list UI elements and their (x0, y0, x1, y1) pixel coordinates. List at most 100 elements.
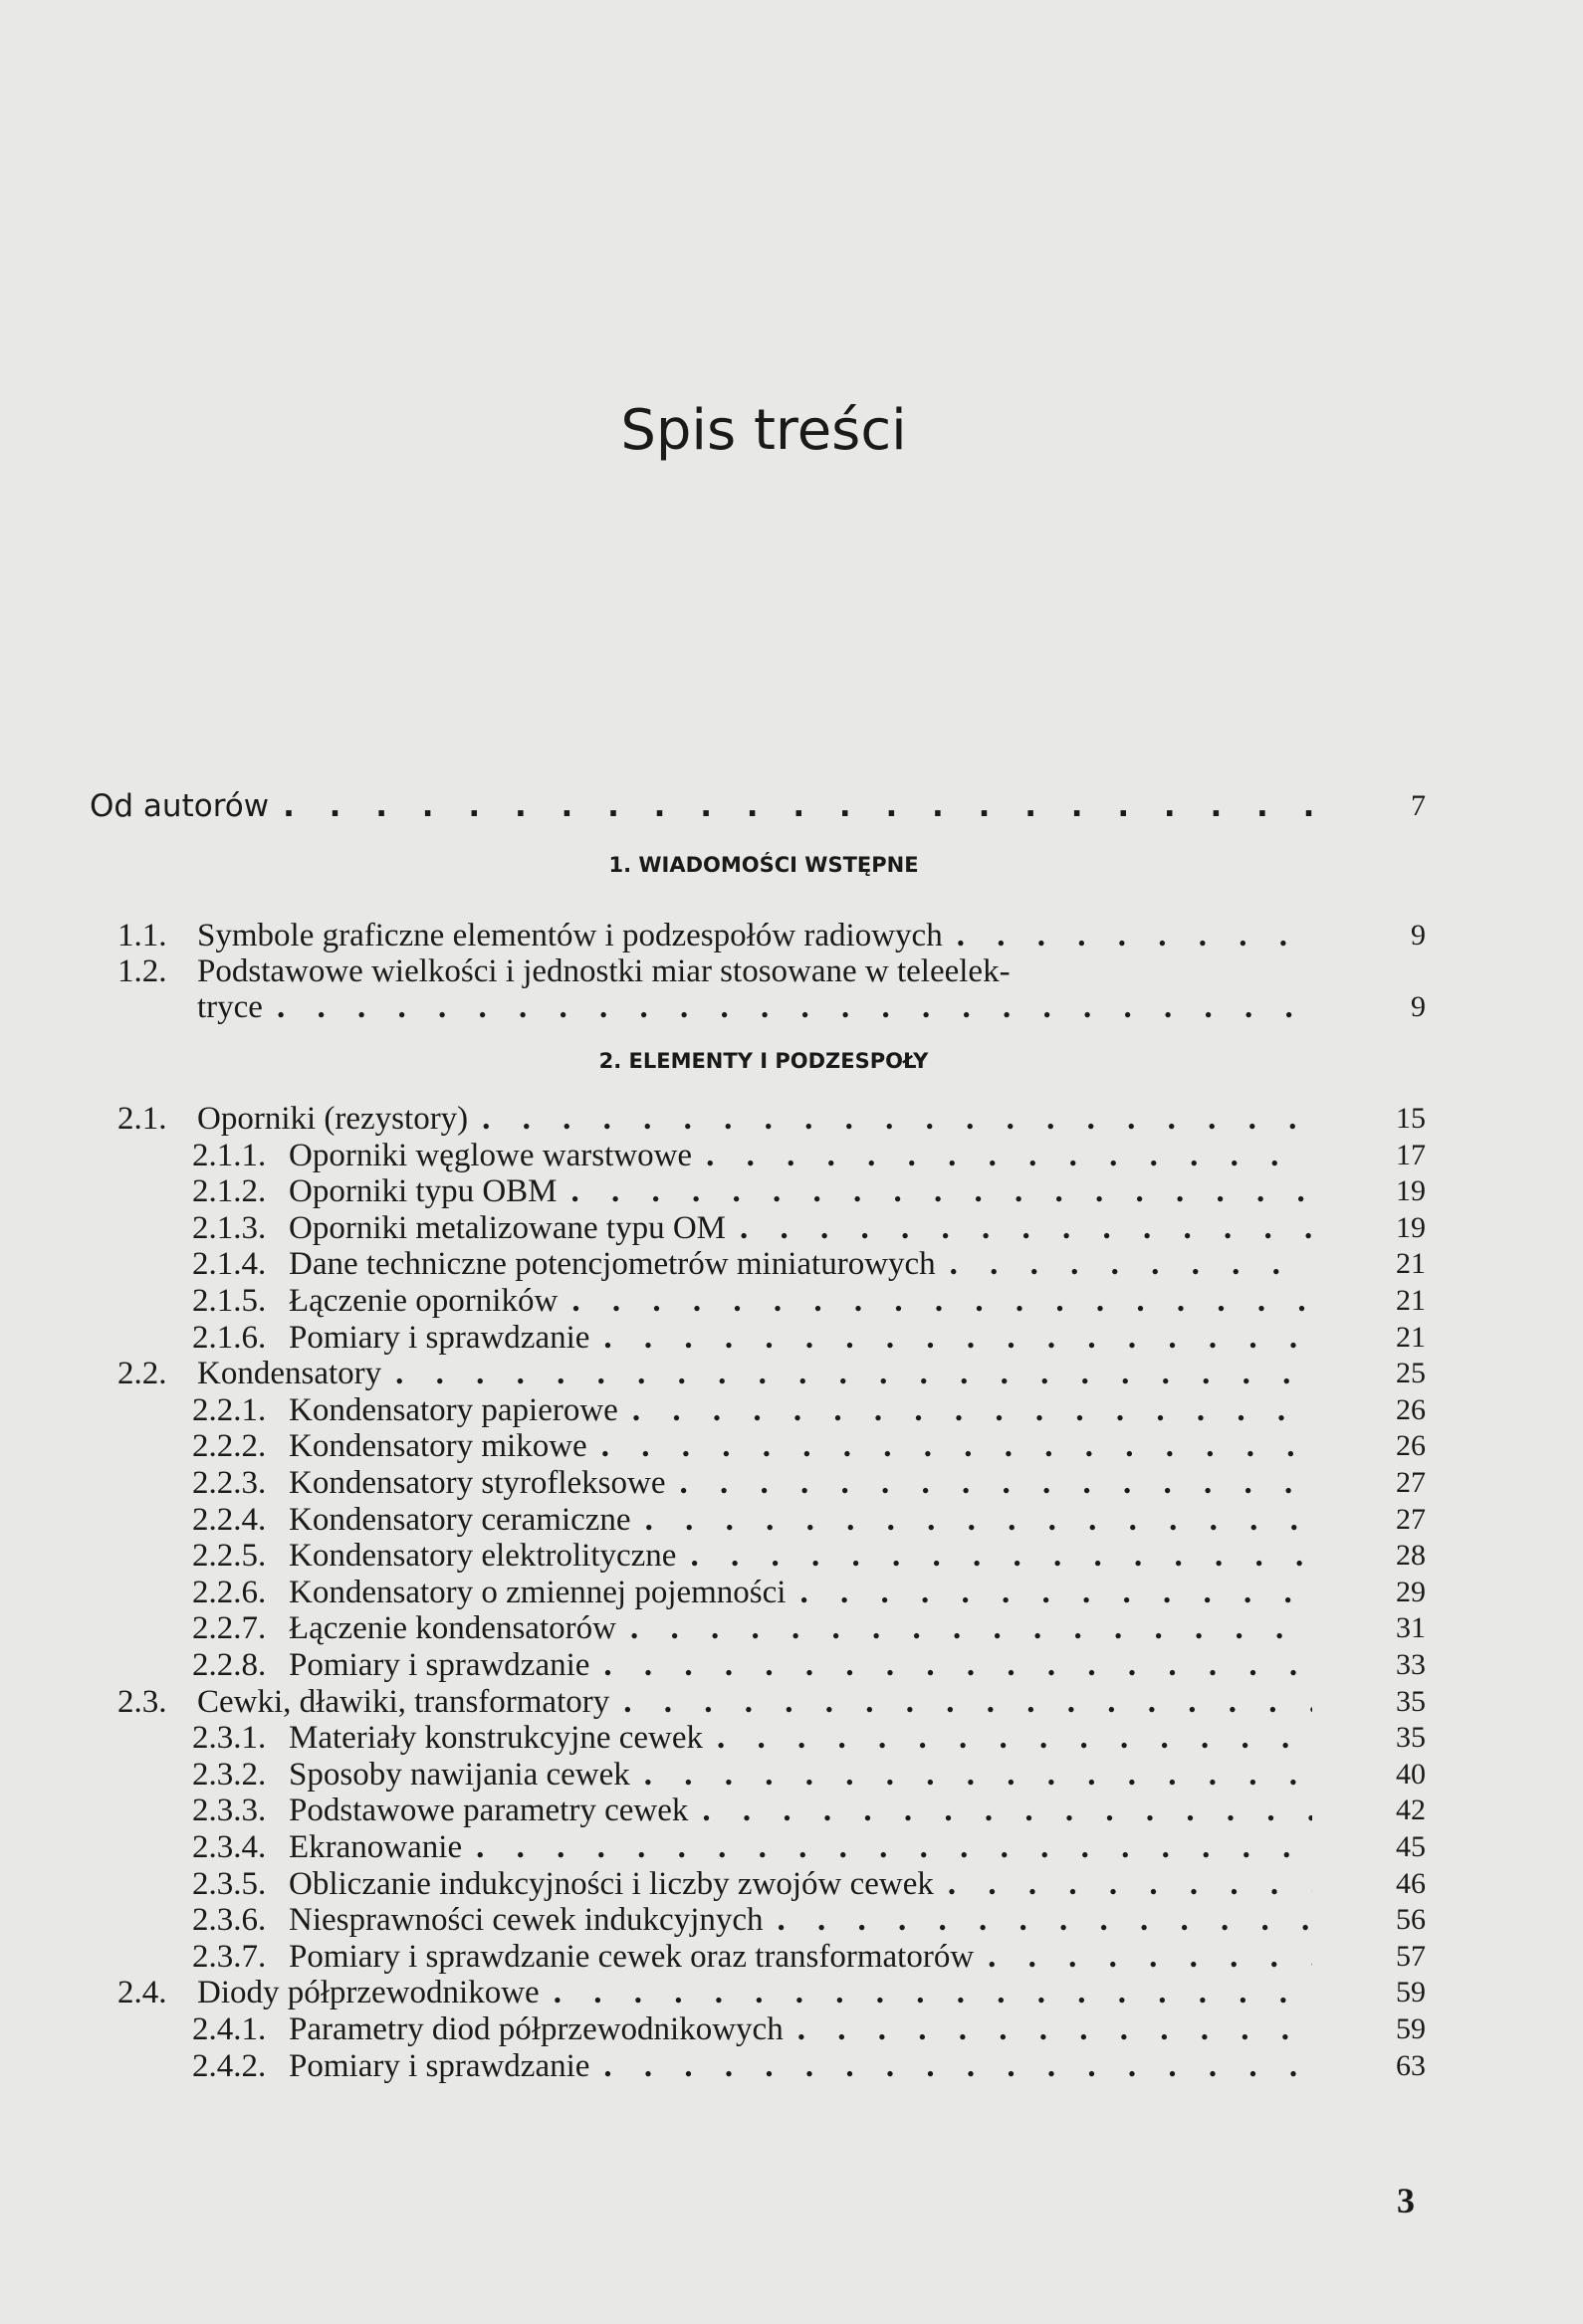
toc-entry: 2.3.1. Materiały konstrukcyjne cewek . . .… (0, 1718, 1583, 1758)
entry-number: 2.2.8. (192, 1647, 267, 1683)
entry-number: 2.1.2. (192, 1173, 267, 1210)
entry-label: Kondensatory styrofleksowe (289, 1465, 666, 1501)
toc-entry: 2.2.1. Kondensatory papierowe . . . . . . … (0, 1390, 1583, 1430)
dot-leader: . . . . . . . . . . . . . . . . . . . . … (631, 1391, 1312, 1428)
entry-label: Symbole graficzne elementów i podzespołó… (197, 918, 943, 953)
entry-page: 63 (1396, 2048, 1426, 2082)
dot-leader: . . . . . . . . . . . . . . . . . . . . … (988, 1938, 1312, 1975)
dot-leader: . . . . . . . . . . . . . . . . . . . . … (571, 1283, 1312, 1319)
entry-page: 33 (1396, 1648, 1426, 1681)
dot-leader: . . . . . . . . . . . . . . . . . . . . … (956, 918, 1312, 953)
entry-number: 2.2.6. (192, 1574, 267, 1610)
entry-page: 59 (1396, 2012, 1426, 2045)
dot-leader: . . . . . . . . . . . . . . . . . . . . … (482, 1101, 1312, 1137)
entry-page: 42 (1396, 1794, 1426, 1827)
dot-leader: . . . . . . . . . . . . . . . . . . . . … (603, 1647, 1312, 1683)
entry-label: tryce (197, 989, 263, 1025)
toc-entry: 2.3.5. Obliczanie indukcyjności i liczby … (0, 1864, 1583, 1904)
entry-number: 2.3.2. (192, 1756, 267, 1793)
dot-leader: . . . . . . . . . . . . . . . . . . . . … (570, 1173, 1312, 1210)
entry-page: 35 (1396, 1684, 1426, 1718)
entry-label: Pomiary i sprawdzanie (289, 1647, 590, 1683)
toc-entry: 2.1.2. Oporniki typu OBM . . . . . . . . .… (0, 1171, 1583, 1211)
dot-leader: . . . . . . . . . . . . . . . . . . . . … (603, 2047, 1312, 2084)
entry-page: 27 (1396, 1466, 1426, 1499)
entry-page: 27 (1396, 1502, 1426, 1536)
toc-entry: 2.4.1. Parametry diod półprzewodnikowych.… (0, 2009, 1583, 2049)
entry-label: Oporniki (rezystory) (197, 1101, 469, 1137)
toc-entry: 2.3. Cewki, dławiki, transformatory . . . … (0, 1682, 1583, 1722)
dot-leader: . . . . . . . . . . . . . . . . . . . . … (629, 1610, 1312, 1647)
entry-page: 45 (1396, 1830, 1426, 1863)
dot-leader: . . . . . . . . . . . . . . . . . . . . … (644, 1501, 1312, 1538)
dot-leader: . . . . . . . . . . . . . . . . . . . . … (643, 1756, 1312, 1793)
toc-entry: 2.1.6. Pomiary i sprawdzanie . . . . . . .… (0, 1318, 1583, 1358)
entry-number: 2.3.7. (192, 1938, 267, 1975)
dot-leader: . . . . . . . . . . . . . . . . . . . . … (740, 1209, 1312, 1246)
dot-leader: . . . . . . . . . . . . . . . . . . . . … (799, 1574, 1312, 1610)
entry-page: 40 (1396, 1757, 1426, 1791)
entry-number: 2.1.4. (192, 1246, 267, 1283)
toc-entry: 2.1.3. Oporniki metalizowane typu OM . . .… (0, 1208, 1583, 1248)
toc-entry: 2.1. Oporniki (rezystory) . . . . . . . . … (0, 1099, 1583, 1139)
entry-page: 21 (1396, 1320, 1426, 1354)
entry-label: Kondensatory ceramiczne (289, 1501, 631, 1538)
entry-number: 2.2. (117, 1356, 167, 1392)
entry-number: 2.4.2. (192, 2047, 267, 2084)
entry-page: 46 (1396, 1866, 1426, 1900)
entry-label: Dane techniczne potencjometrów miniaturo… (289, 1246, 936, 1283)
entry-number: 2.3.6. (192, 1902, 267, 1939)
entry-number: 2.1.5. (192, 1283, 267, 1319)
toc-entry: 1.2. Podstawowe wielkości i jednostki mia… (0, 951, 1583, 991)
toc-entry: 2.2.2. Kondensatory mikowe . . . . . . . .… (0, 1426, 1583, 1466)
entry-number: 2.4.1. (192, 2011, 267, 2047)
dot-leader: . . . . . . . . . . . . . . . . . . . . … (476, 1829, 1312, 1865)
entry-page: 26 (1396, 1429, 1426, 1463)
entry-number: 2.2.3. (192, 1465, 267, 1501)
entry-page: 21 (1396, 1284, 1426, 1317)
entry-number: 1.1. (117, 918, 167, 953)
entry-page: 17 (1396, 1138, 1426, 1171)
entry-page: 15 (1396, 1102, 1426, 1135)
toc-entry: 2.2. Kondensatory . . . . . . . . . . . . … (0, 1354, 1583, 1393)
dot-leader: . . . . . . . . . . . . . . . . . . . . … (679, 1465, 1312, 1501)
entry-number: 2.1. (117, 1101, 167, 1137)
entry-label: Kondensatory mikowe (289, 1428, 587, 1465)
toc-entry: 2.3.4. Ekranowanie . . . . . . . . . . . .… (0, 1827, 1583, 1867)
entry-number: 2.2.2. (192, 1428, 267, 1465)
toc-entry: 2.2.3. Kondensatory styrofleksowe . . . . … (0, 1463, 1583, 1503)
entry-page: 57 (1396, 1939, 1426, 1973)
entry-number: 2.2.7. (192, 1610, 267, 1647)
toc-entry: 2.2.4. Kondensatory ceramiczne . . . . . .… (0, 1500, 1583, 1540)
toc-entry: 2.1.1. Oporniki węglowe warstwowe . . . . … (0, 1136, 1583, 1175)
entry-label: Podstawowe wielkości i jednostki miar st… (197, 953, 1011, 989)
entry-page: 7 (1411, 789, 1426, 822)
page-title: Spis treści (620, 398, 907, 463)
entry-page: 28 (1396, 1539, 1426, 1573)
dot-leader: . . . . . . . . . . . . . . . . . . . . … (395, 1356, 1312, 1392)
entry-number: 2.3.4. (192, 1829, 267, 1865)
entry-number: 2.1.3. (192, 1209, 267, 1246)
dot-leader: . . . . . . . . . . . . . . . . . . . . … (690, 1538, 1312, 1575)
toc-entry: 2.3.3. Podstawowe parametry cewek . . . . … (0, 1791, 1583, 1830)
entry-page: 59 (1396, 1976, 1426, 2009)
entry-label: Sposoby nawijania cewek (289, 1756, 630, 1793)
toc-entry-intro: Od autorów . . . . . . . . . . . . . . .… (0, 786, 1583, 826)
entry-number: 2.1.6. (192, 1319, 267, 1356)
entry-label: Łączenie kondensatorów (289, 1610, 616, 1647)
toc-entry: 2.1.5. Łączenie oporników . . . . . . . . … (0, 1281, 1583, 1321)
section-heading: 2. ELEMENTY I PODZESPOŁY (598, 1049, 929, 1073)
toc-entry: 2.4.2. Pomiary i sprawdzanie . . . . . . .… (0, 2046, 1583, 2086)
entry-number: 2.2.5. (192, 1538, 267, 1575)
entry-number: 2.1.1. (192, 1137, 267, 1173)
page-number: 3 (1397, 2181, 1415, 2220)
entry-label: Ekranowanie (289, 1829, 463, 1865)
entry-number: 2.3.5. (192, 1865, 267, 1902)
entry-page: 21 (1396, 1247, 1426, 1281)
dot-leader: . . . . . . . . . . . . . . . . . . . . … (947, 1865, 1312, 1902)
entry-number: 2.2.4. (192, 1501, 267, 1538)
toc-entry: 1.1. Symbole graficzne elementów i podzes… (0, 916, 1583, 955)
dot-leader: . . . . . . . . . . . . . . . . . . . . … (796, 2011, 1312, 2047)
dot-leader: . . . . . . . . . . . . . . . . . . . . … (553, 1975, 1312, 2011)
entry-number: 2.2.1. (192, 1391, 267, 1428)
